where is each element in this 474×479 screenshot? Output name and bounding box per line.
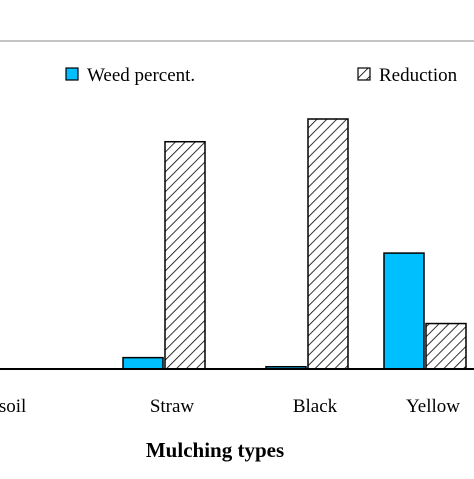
x-tick-labels: e soil Straw Black Yellow xyxy=(0,396,460,417)
legend-label-1: Reduction xyxy=(379,65,458,86)
legend: Weed percent. Reduction xyxy=(65,65,458,86)
legend-label-0: Weed percent. xyxy=(87,65,195,86)
bar-reduction-1 xyxy=(164,140,206,370)
x-tick-label: Black xyxy=(293,396,338,417)
bar-reduction-3 xyxy=(425,322,467,370)
bars xyxy=(122,118,467,370)
bar-weed-1 xyxy=(122,356,164,370)
legend-swatch-0 xyxy=(65,67,79,81)
legend-swatch-1 xyxy=(357,67,371,81)
bar-weed-3 xyxy=(383,252,425,370)
x-tick-label: Yellow xyxy=(406,396,460,417)
bar-reduction-2 xyxy=(307,118,349,370)
x-tick-label: e soil xyxy=(0,396,26,417)
x-axis-title: Mulching types xyxy=(146,438,284,462)
x-tick-label: Straw xyxy=(150,396,195,417)
